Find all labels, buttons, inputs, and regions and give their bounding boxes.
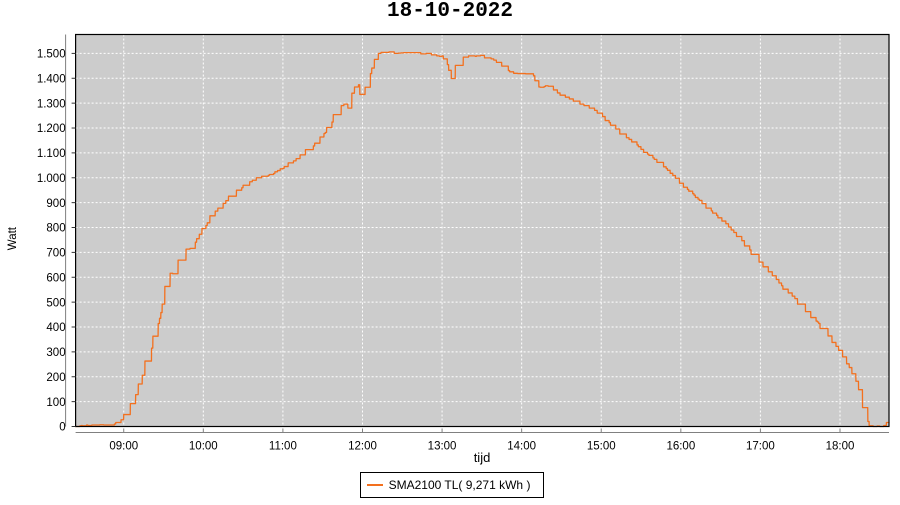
- svg-text:900: 900: [46, 198, 65, 210]
- svg-text:11:00: 11:00: [269, 441, 297, 453]
- svg-text:16:00: 16:00: [666, 441, 695, 453]
- svg-text:0: 0: [59, 422, 65, 434]
- svg-text:10:00: 10:00: [189, 441, 218, 453]
- svg-text:1.200: 1.200: [37, 123, 66, 135]
- svg-text:800: 800: [46, 223, 65, 235]
- svg-text:500: 500: [46, 297, 65, 309]
- svg-text:13:00: 13:00: [428, 441, 457, 453]
- svg-text:1.400: 1.400: [37, 73, 66, 85]
- svg-text:Watt: Watt: [7, 226, 19, 250]
- svg-text:17:00: 17:00: [746, 441, 775, 453]
- svg-text:700: 700: [46, 248, 65, 260]
- svg-text:600: 600: [46, 272, 65, 284]
- svg-text:09:00: 09:00: [109, 441, 138, 453]
- svg-text:400: 400: [46, 322, 65, 334]
- svg-text:100: 100: [46, 397, 65, 409]
- svg-text:1.100: 1.100: [37, 148, 66, 160]
- svg-text:1.000: 1.000: [37, 173, 66, 185]
- svg-text:300: 300: [46, 347, 65, 359]
- svg-text:15:00: 15:00: [587, 441, 616, 453]
- svg-text:1.500: 1.500: [37, 49, 66, 61]
- svg-text:18:00: 18:00: [826, 441, 855, 453]
- svg-text:14:00: 14:00: [507, 441, 536, 453]
- svg-text:1.300: 1.300: [37, 98, 66, 110]
- svg-text:200: 200: [46, 372, 65, 384]
- svg-text:12:00: 12:00: [348, 441, 377, 453]
